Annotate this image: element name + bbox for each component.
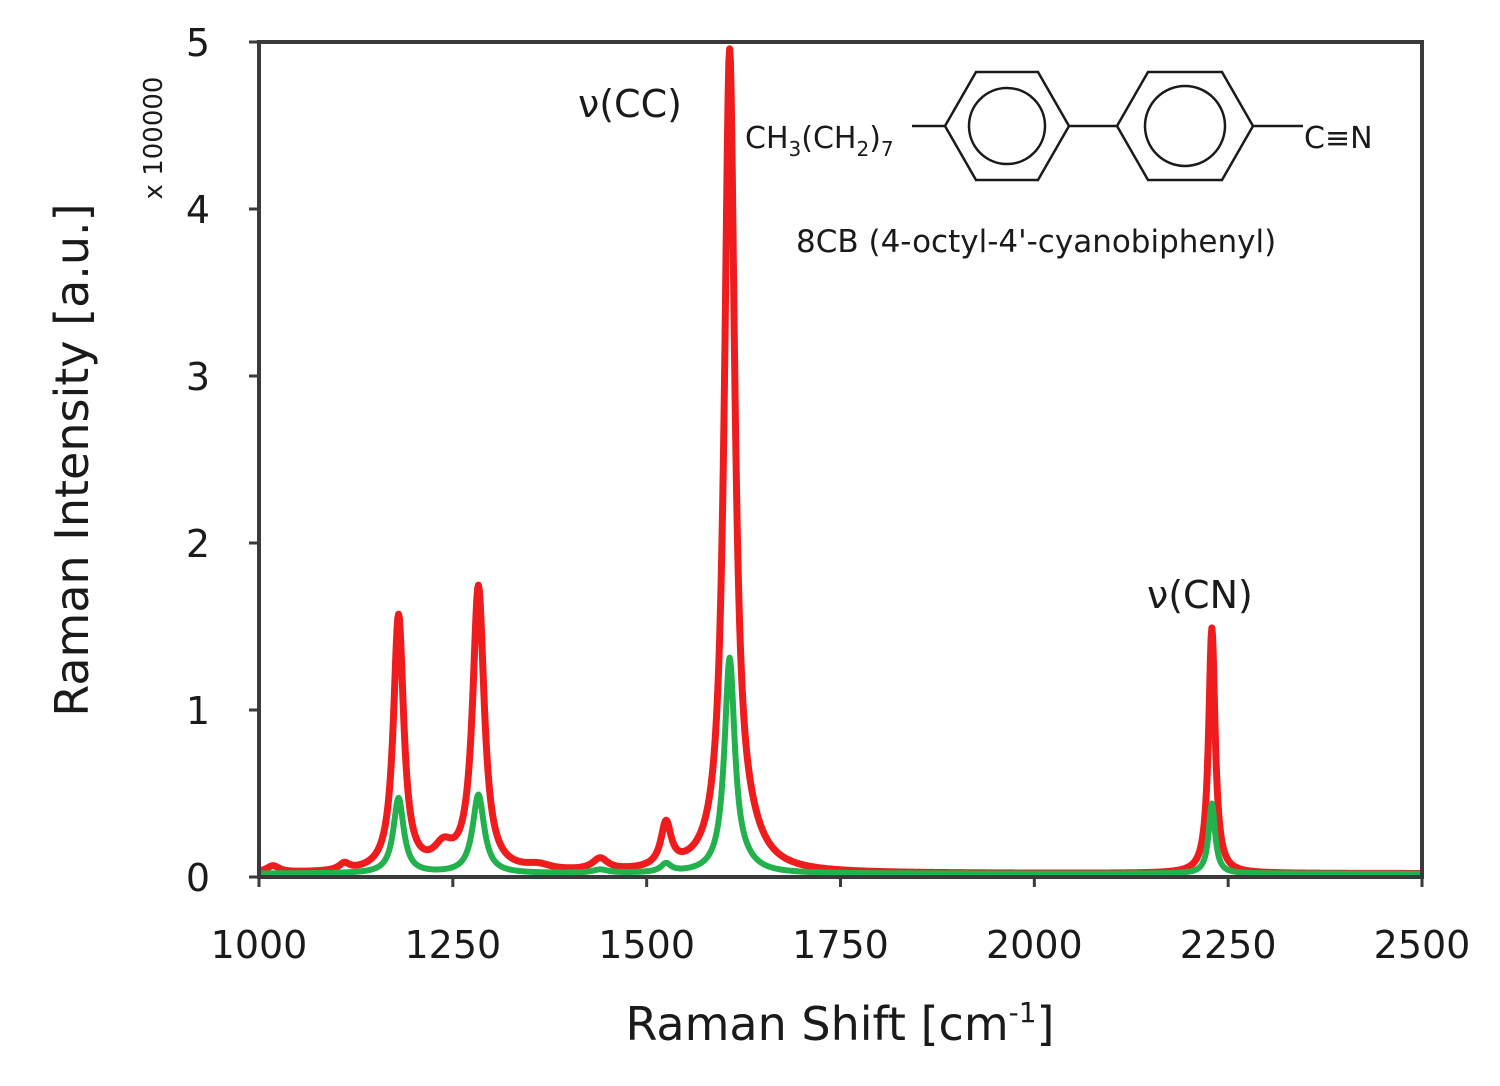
y-axis-multiplier: x 100000 — [139, 77, 169, 200]
molecule-nitrile: C≡N — [1304, 121, 1373, 156]
x-axis-title: Raman Shift [cm-1] — [625, 996, 1054, 1051]
y-tick-label: 3 — [186, 355, 210, 399]
y-axis-title: Raman Intensity [a.u.] — [45, 203, 99, 716]
benzene-ring-right — [1115, 70, 1255, 182]
molecule-structure: CH3(CH2)7 C≡N 8CB (4-octyl-4'-cyanobiphe… — [745, 70, 1373, 260]
x-tick-label: 1750 — [792, 923, 889, 967]
x-tick-label: 1000 — [211, 923, 308, 967]
molecule-caption: 8CB (4-octyl-4'-cyanobiphenyl) — [796, 224, 1276, 260]
x-tick-label: 2500 — [1374, 923, 1471, 967]
x-tick-label: 2000 — [986, 923, 1083, 967]
y-tick-label: 0 — [186, 856, 210, 900]
x-tick-label: 1500 — [598, 923, 695, 967]
y-tick-label: 1 — [186, 689, 210, 733]
benzene-ring-left-inner — [967, 86, 1047, 166]
x-tick-label: 2250 — [1180, 923, 1277, 967]
series-layer — [256, 45, 1425, 877]
ticks-layer: 1000 1250 1500 1750 2000 2250 2500 0 1 2 3 4 5 — [186, 21, 1471, 967]
y-tick-label: 4 — [186, 188, 210, 232]
y-tick-label: 2 — [186, 522, 210, 566]
series-line-red — [256, 45, 1425, 877]
x-tick-label: 1250 — [404, 923, 501, 967]
annotation-cn: ν(CN) — [1147, 573, 1253, 617]
benzene-ring-right-inner — [1143, 84, 1227, 168]
plot-frame — [257, 40, 1424, 879]
annotation-cc: ν(CC) — [578, 82, 682, 126]
molecule-alkyl-chain: CH3(CH2)7 — [745, 121, 894, 161]
y-tick-label: 5 — [186, 21, 210, 65]
series-line-green — [256, 654, 1425, 877]
